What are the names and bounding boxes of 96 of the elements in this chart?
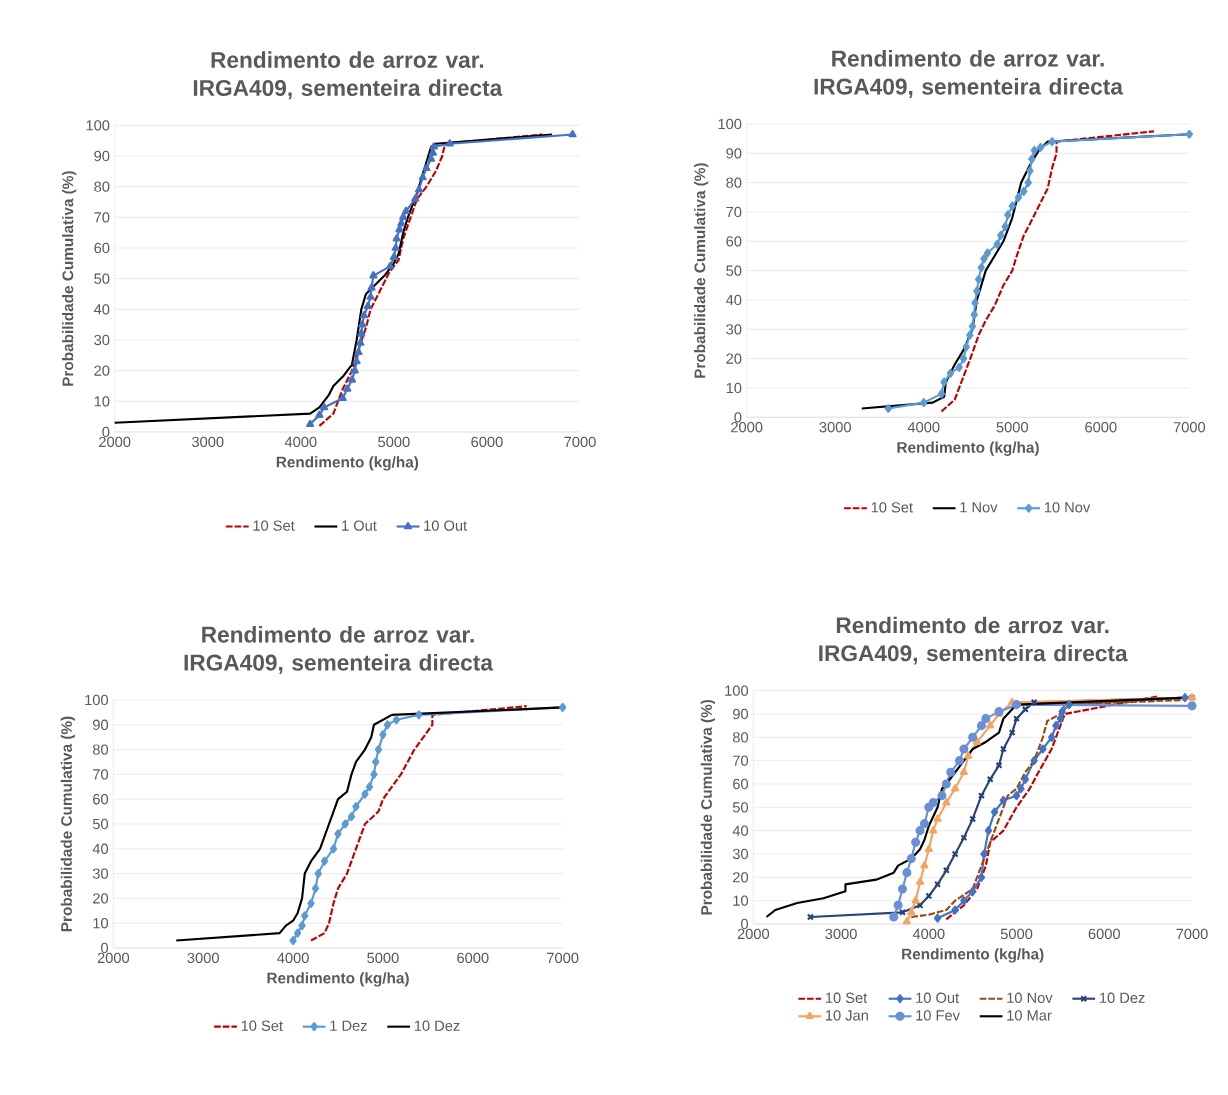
x-tick-label: 3000	[825, 928, 857, 940]
legend-label: 10 Set	[871, 502, 913, 513]
y-tick-label: 20	[726, 353, 742, 365]
x-tick-label: 6000	[1088, 928, 1120, 940]
x-axis-title: Rendimento (kg/ha)	[276, 456, 419, 471]
legend-label: 1 Nov	[960, 502, 998, 513]
y-tick-label: 50	[726, 265, 742, 277]
chart-title: Rendimento de arroz var. IRGA409, sementeira directa	[184, 626, 494, 675]
x-tick-label: 2000	[737, 928, 770, 940]
chart-title: Rendimento de arroz var. IRGA409, sementeira directa	[814, 50, 1124, 99]
x-tick-label: 5000	[378, 436, 410, 448]
y-tick-label: 80	[726, 177, 742, 189]
y-tick-label: 90	[726, 148, 742, 159]
legend-label: 10 Fev	[916, 1010, 960, 1021]
y-tick-label: 10	[733, 895, 749, 907]
y-tick-label: 30	[732, 848, 749, 860]
x-tick-label: 7000	[1176, 928, 1208, 940]
y-tick-label: 10	[94, 396, 110, 407]
y-tick-label: 20	[94, 365, 110, 377]
y-tick-label: 100	[725, 685, 749, 697]
y-tick-label: 100	[718, 118, 742, 130]
y-tick-label: 80	[94, 181, 110, 193]
x-axis-title: Rendimento (kg/ha)	[897, 441, 1039, 457]
y-tick-label: 60	[733, 778, 749, 790]
x-tick-label: 6000	[471, 436, 503, 448]
legend-label: 10 Set	[241, 1020, 283, 1032]
x-tick-label: 5000	[996, 422, 1028, 433]
legend-label: 10 Dez	[414, 1020, 460, 1032]
x-tick-label: 4000	[277, 952, 309, 964]
y-tick-label: 30	[94, 334, 110, 346]
y-tick-label: 40	[725, 294, 742, 306]
legend-label: 10 Nov	[1007, 992, 1053, 1004]
y-tick-label: 20	[733, 872, 749, 883]
legend-label: 10 Jan	[825, 1010, 868, 1021]
x-tick-label: 4000	[284, 436, 317, 448]
x-tick-label: 5000	[1000, 928, 1033, 940]
y-axis-title: Probabilidade Cumulativa (%)	[700, 700, 715, 915]
x-tick-label: 2000	[99, 436, 131, 448]
legend-label: 10 Dez	[1100, 992, 1145, 1004]
y-tick-label: 50	[94, 273, 110, 285]
legend-label: 10 Out	[424, 520, 468, 531]
legend-label: 1 Out	[342, 520, 377, 531]
x-tick-label: 5000	[367, 952, 399, 964]
x-tick-label: 3000	[819, 422, 851, 433]
x-axis-title: Rendimento (kg/ha)	[267, 972, 409, 987]
legend-label: 10 Nov	[1044, 502, 1091, 513]
y-tick-label: 40	[93, 304, 110, 315]
y-tick-label: 90	[733, 708, 749, 720]
legend-label: 10 Out	[916, 992, 960, 1004]
x-tick-label: 7000	[564, 436, 596, 448]
y-tick-label: 70	[93, 769, 109, 780]
y-tick-label: 40	[92, 843, 109, 855]
y-tick-label: 100	[85, 694, 109, 706]
x-tick-label: 7000	[1173, 422, 1206, 433]
legend-label: 1 Dez	[330, 1020, 367, 1032]
x-tick-label: 2000	[97, 952, 130, 964]
y-tick-label: 90	[94, 150, 110, 162]
x-tick-label: 4000	[907, 422, 940, 433]
y-tick-label: 80	[92, 744, 109, 755]
y-tick-label: 40	[732, 825, 749, 837]
y-tick-label: 0	[101, 942, 109, 954]
y-tick-label: 70	[726, 206, 742, 218]
y-tick-label: 10	[726, 382, 742, 394]
chart-title: Rendimento de arroz var. IRGA409, sementeira directa	[193, 51, 503, 100]
x-tick-label: 4000	[912, 928, 945, 940]
y-tick-label: 50	[732, 802, 749, 813]
y-tick-label: 10	[93, 918, 109, 929]
y-tick-label: 80	[732, 732, 749, 743]
y-tick-label: 100	[86, 120, 110, 131]
x-tick-label: 7000	[547, 952, 579, 964]
x-tick-label: 6000	[457, 952, 489, 964]
y-tick-label: 30	[726, 324, 742, 335]
x-tick-label: 3000	[187, 952, 219, 964]
y-axis-title: Probabilidade Cumulativa (%)	[60, 716, 75, 932]
y-tick-label: 60	[93, 794, 109, 805]
legend-label: 10 Mar	[1007, 1010, 1052, 1021]
x-tick-label: 6000	[1085, 422, 1117, 433]
legend-label: 10 Set	[253, 520, 295, 531]
chart-title: Rendimento de arroz var. IRGA409, sementeira directa	[819, 616, 1128, 665]
x-axis-title: Rendimento (kg/ha)	[902, 948, 1044, 963]
y-tick-label: 0	[741, 918, 749, 930]
y-tick-label: 70	[733, 755, 749, 767]
y-tick-label: 60	[726, 236, 742, 247]
legend-label: 10 Set	[825, 992, 868, 1004]
y-tick-label: 90	[93, 719, 109, 731]
y-tick-label: 0	[102, 426, 110, 438]
y-tick-label: 30	[92, 868, 109, 879]
y-axis-title: Probabilidade Cumulativa (%)	[62, 171, 77, 386]
y-tick-label: 50	[92, 818, 109, 830]
x-tick-label: 3000	[191, 436, 224, 448]
y-tick-label: 70	[94, 212, 110, 223]
y-axis-title: Probabilidade Cumulativa (%)	[694, 163, 709, 378]
y-tick-label: 20	[93, 893, 109, 904]
y-tick-label: 0	[734, 412, 742, 423]
x-tick-label: 2000	[731, 422, 763, 433]
y-tick-label: 60	[94, 242, 110, 254]
